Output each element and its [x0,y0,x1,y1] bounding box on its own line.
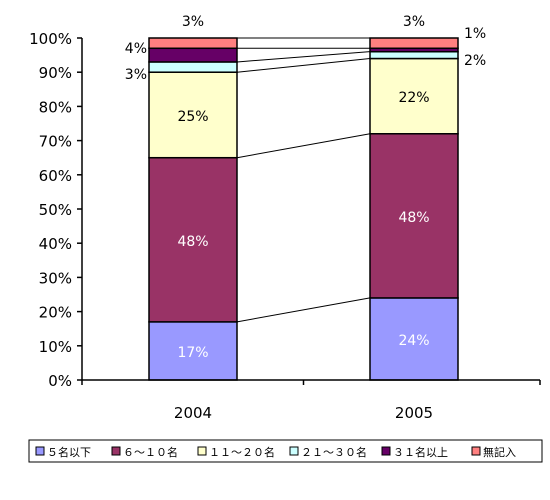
y-tick-label: 50% [39,201,72,219]
y-tick-label: 90% [39,64,72,82]
data-label: 3% [125,67,147,83]
legend-box [28,439,543,463]
bar-segment [148,321,238,381]
legend-label: ６～１０名 [123,445,178,459]
series-line [236,297,371,323]
legend-swatch [35,446,45,456]
bar-segment [148,156,238,323]
bar-segment [369,50,459,60]
data-label: 22% [398,90,429,106]
data-label: 17% [177,345,208,361]
bar-segment [369,37,459,50]
legend-label: ５名以下 [47,445,91,459]
series-line [236,58,371,73]
legend-label: １１～２０名 [209,445,275,459]
data-label: 48% [177,234,208,250]
y-tick-label: 20% [39,304,72,322]
data-label: 3% [182,14,204,30]
y-tick-label: 60% [39,167,72,185]
legend-swatch [197,446,207,456]
y-tick-label: 70% [39,133,72,151]
legend-swatch [471,446,481,456]
y-tick-label: 80% [39,98,72,116]
y-tick-label: 40% [39,235,72,253]
data-label: 4% [125,41,147,57]
y-tick-label: 0% [48,372,72,390]
legend-label: 無記入 [483,445,516,459]
series-line [236,51,371,63]
bar-segment [369,57,459,135]
data-label: 25% [177,109,208,125]
y-tick-label: 30% [39,269,72,287]
x-tick-label: 2004 [174,404,212,422]
legend-swatch [381,446,391,456]
data-label: 1% [464,26,486,42]
bar-segment [369,297,459,381]
legend-label: ２１～３０名 [301,445,367,459]
legend-label: ３１名以上 [393,445,448,459]
y-tick-label: 10% [39,338,72,356]
bar-segment [148,61,238,73]
x-tick-label: 2005 [395,404,433,422]
legend-swatch [111,446,121,456]
data-label: 24% [398,333,429,349]
legend-swatch [289,446,299,456]
bar-segment [148,47,238,63]
bar-segment [148,37,238,50]
data-label: 3% [403,14,425,30]
data-label: 2% [464,53,486,69]
bar-segment [369,133,459,299]
data-label: 48% [398,210,429,226]
series-line [236,133,371,159]
y-tick-label: 100% [29,30,72,48]
